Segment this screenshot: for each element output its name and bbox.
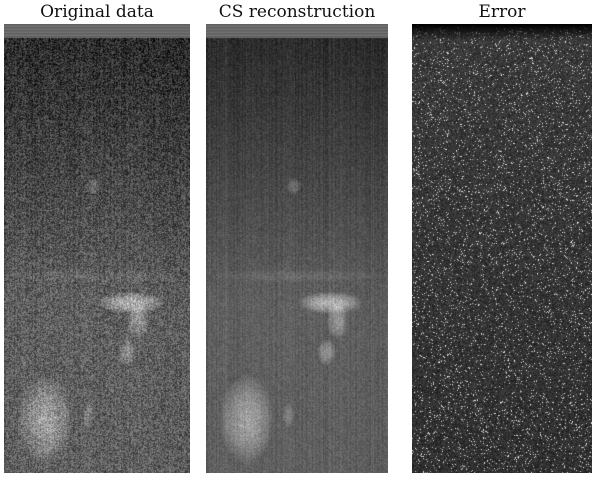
panel-title-original-data: Original data [40,2,154,22]
original-data-image [4,24,190,473]
cs-reconstruction-image [206,24,388,473]
panel-title-error: Error [478,2,526,22]
error-image [412,24,592,473]
panel-title-cs-reconstruction: CS reconstruction [218,2,376,22]
